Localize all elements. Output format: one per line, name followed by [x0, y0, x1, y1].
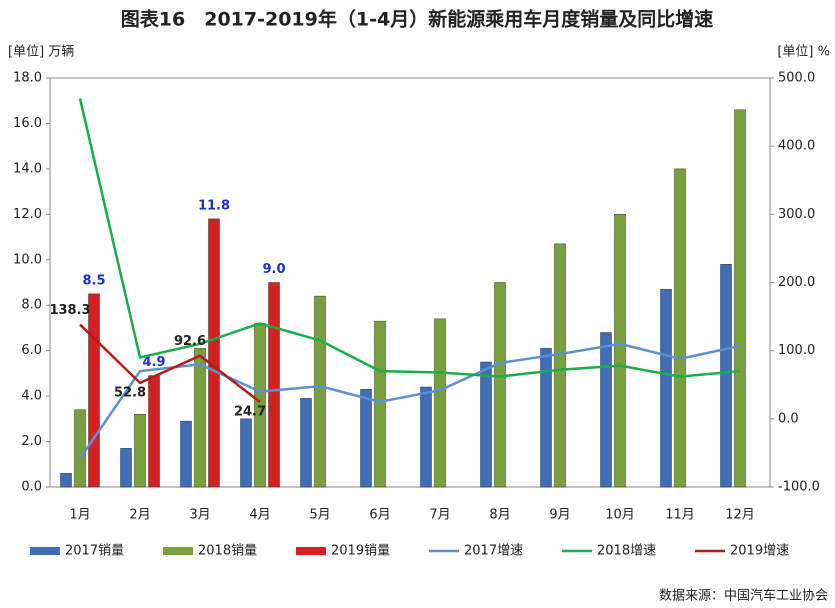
data-label: 11.8: [198, 198, 230, 213]
legend-swatch: [296, 547, 326, 555]
data-label: 138.3: [49, 303, 90, 318]
y2-tick-label: 0.0: [778, 411, 799, 426]
bar: [480, 361, 492, 488]
bar: [660, 289, 672, 488]
bar: [74, 409, 86, 488]
bar: [60, 473, 72, 488]
y-tick-label: 6.0: [21, 343, 42, 358]
legend-swatch: [30, 547, 60, 555]
bar: [88, 293, 100, 488]
bar: [208, 218, 220, 488]
bar: [720, 264, 732, 488]
y2-tick-label: 200.0: [778, 275, 815, 290]
y2-tick-label: 300.0: [778, 207, 815, 222]
x-tick-label: 7月: [429, 508, 450, 523]
x-tick-label: 6月: [369, 508, 390, 523]
bar: [314, 295, 326, 488]
bar: [134, 414, 146, 488]
data-label: 92.6: [174, 334, 206, 349]
bar: [674, 168, 686, 488]
y2-tick-label: -100.0: [778, 480, 820, 495]
y-tick-label: 10.0: [13, 252, 42, 267]
legend-label: 2019销量: [331, 544, 390, 559]
y-axis-label: [单位] 万辆: [8, 45, 74, 60]
legend-label: 2017销量: [65, 544, 124, 559]
bar: [360, 389, 372, 488]
x-tick-label: 3月: [189, 508, 210, 523]
y-tick-label: 14.0: [13, 161, 42, 176]
y-tick-label: 12.0: [13, 207, 42, 222]
y2-axis-label: [单位] %: [777, 45, 830, 60]
data-label: 52.8: [114, 385, 146, 400]
line: [78, 342, 741, 460]
bar: [148, 375, 160, 488]
line: [78, 98, 741, 378]
legend-label: 2018增速: [597, 544, 656, 559]
chart-title: 图表16 2017-2019年（1-4月）新能源乘用车月度销量及同比增速: [121, 8, 713, 31]
x-tick-label: 2月: [129, 508, 150, 523]
x-tick-label: 10月: [605, 508, 635, 523]
bar: [240, 418, 252, 488]
bar: [554, 243, 566, 488]
data-label: 24.7: [234, 404, 266, 419]
x-tick-label: 8月: [489, 508, 510, 523]
y-tick-label: 8.0: [21, 298, 42, 313]
y-tick-label: 4.0: [21, 389, 42, 404]
y2-tick-label: 100.0: [778, 343, 815, 358]
bar: [734, 109, 746, 488]
line: [79, 323, 261, 403]
legend-label: 2017增速: [464, 544, 523, 559]
y-tick-label: 2.0: [21, 434, 42, 449]
source: 数据来源：中国汽车工业协会: [659, 588, 828, 604]
x-tick-label: 12月: [725, 508, 755, 523]
bar: [300, 398, 312, 488]
x-tick-label: 4月: [249, 508, 270, 523]
x-tick-label: 9月: [549, 508, 570, 523]
bar: [420, 386, 432, 488]
y-tick-label: 18.0: [13, 71, 42, 86]
bar: [194, 348, 206, 488]
legend-label: 2019增速: [730, 544, 789, 559]
bar: [120, 448, 132, 488]
y2-tick-label: 500.0: [778, 71, 815, 86]
y-tick-label: 0.0: [21, 480, 42, 495]
bar: [434, 318, 446, 488]
bar: [374, 320, 386, 488]
legend-label: 2018销量: [198, 544, 257, 559]
bar: [540, 348, 552, 488]
data-label: 4.9: [142, 355, 165, 370]
x-tick-label: 1月: [69, 508, 90, 523]
y-tick-label: 16.0: [13, 116, 42, 131]
data-label: 9.0: [262, 262, 285, 277]
data-label: 8.5: [82, 273, 105, 288]
x-tick-label: 11月: [665, 508, 695, 523]
bar: [600, 332, 612, 488]
bar: [180, 420, 192, 488]
bar: [614, 214, 626, 488]
bar: [268, 282, 280, 488]
bar: [494, 282, 506, 488]
x-tick-label: 5月: [309, 508, 330, 523]
y2-tick-label: 400.0: [778, 139, 815, 154]
legend-swatch: [163, 547, 193, 555]
